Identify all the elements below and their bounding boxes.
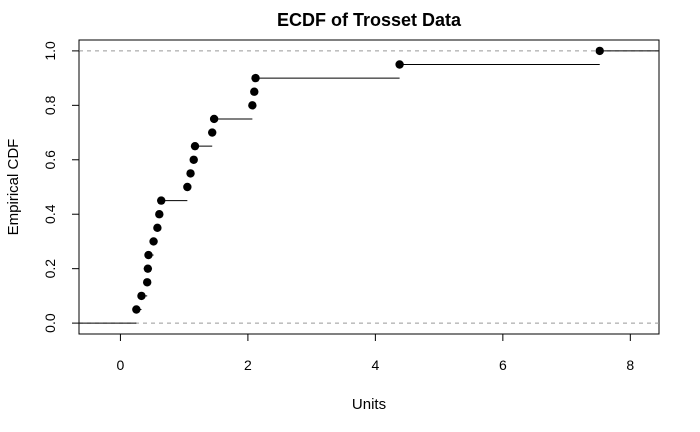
reference-lines [79, 50, 659, 324]
data-point [137, 291, 146, 301]
y-tick-label: 0.2 [42, 259, 58, 279]
data-point [595, 46, 604, 56]
y-axis: 0.0 0.2 0.4 0.6 0.8 1.0 [42, 41, 80, 333]
data-points [132, 46, 604, 314]
x-tick-label: 8 [626, 357, 634, 373]
x-axis-label: Units [352, 396, 386, 413]
data-point [144, 250, 153, 260]
data-point [157, 196, 166, 205]
data-point [251, 73, 260, 83]
data-point [143, 264, 153, 273]
data-point [186, 169, 195, 178]
y-tick-label: 0.6 [42, 150, 58, 170]
step-segments [79, 50, 659, 324]
data-point [189, 155, 198, 164]
data-point [208, 128, 217, 137]
x-tick-label: 6 [499, 357, 507, 373]
data-point [248, 101, 257, 110]
y-tick-label: 0.8 [42, 95, 58, 115]
x-tick-label: 4 [371, 357, 379, 373]
y-tick-label: 1.0 [42, 41, 58, 61]
data-point [155, 210, 164, 219]
x-axis: 0 2 4 6 8 [117, 333, 634, 373]
chart-title: ECDF of Trosset Data [277, 10, 462, 30]
y-tick-label: 0.4 [42, 204, 58, 224]
data-point [190, 141, 200, 151]
data-point [395, 60, 404, 69]
x-tick-label: 2 [244, 357, 252, 373]
data-point [183, 182, 192, 192]
data-point [132, 305, 141, 314]
y-axis-label: Empirical CDF [5, 139, 22, 236]
data-point [153, 223, 162, 233]
data-point [142, 278, 152, 287]
x-tick-label: 0 [117, 357, 125, 373]
y-tick-label: 0.0 [42, 313, 58, 333]
data-point [149, 237, 158, 246]
plot-frame [78, 39, 660, 335]
data-point [209, 114, 219, 124]
data-point [250, 87, 259, 96]
